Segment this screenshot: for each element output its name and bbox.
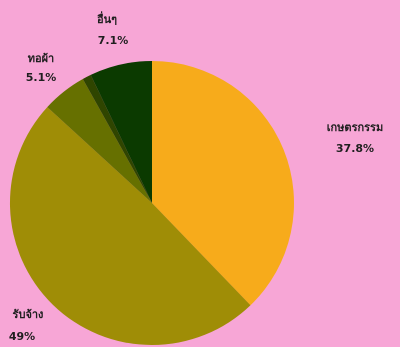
slice-others	[90, 61, 152, 203]
slice-label-weaving: ทอผ้า	[28, 52, 54, 65]
slices-layer	[9, 61, 294, 346]
slice-weaving	[47, 79, 152, 203]
labels-layer: เกษตรกรรม 37.8% รับจ้าง 49% ทอผ้า 5.1% อ…	[9, 11, 383, 343]
slice-pct-others: 7.1%	[98, 34, 129, 47]
slice-label-hired-labor: รับจ้าง	[13, 308, 44, 321]
slice-label-others: อื่นๆ	[97, 11, 118, 26]
slice-pct-hired-labor: 49%	[9, 330, 35, 343]
slice-agriculture	[152, 61, 294, 306]
slice-label-agriculture: เกษตรกรรม	[327, 121, 383, 134]
slice-pct-weaving: 5.1%	[26, 71, 57, 84]
slice-divider	[82, 74, 152, 204]
slice-pct-agriculture: 37.8%	[336, 142, 374, 155]
slice-hired-labor	[9, 107, 251, 346]
